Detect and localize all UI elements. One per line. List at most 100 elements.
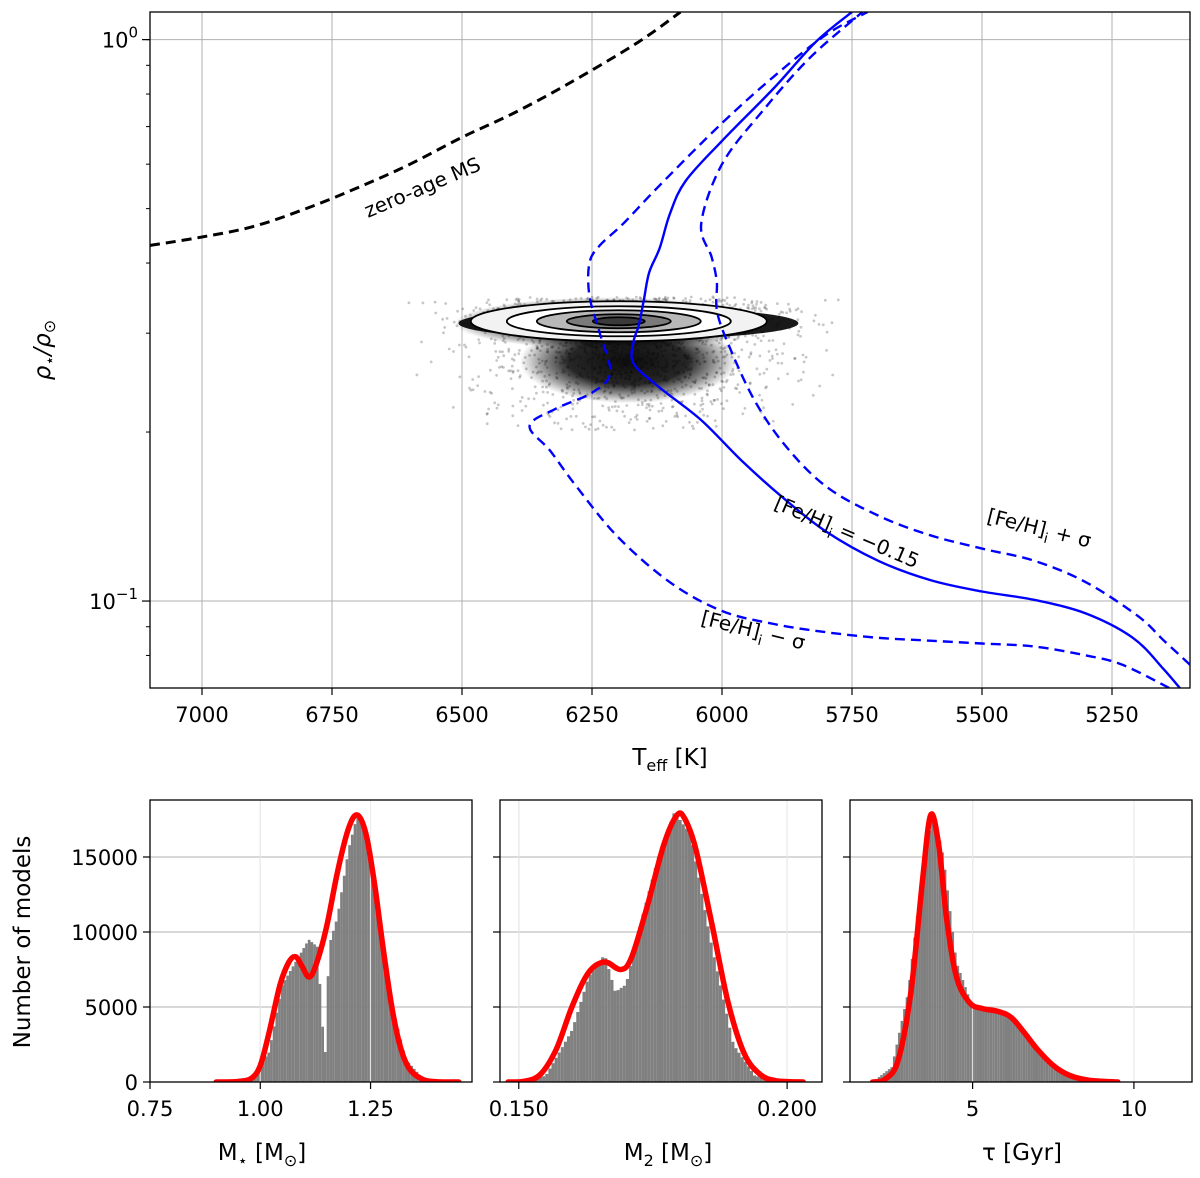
main-x-axis-label: Teff [K] bbox=[631, 745, 707, 775]
hist-bar bbox=[1073, 1078, 1077, 1082]
posterior-sample bbox=[511, 369, 515, 373]
posterior-sample bbox=[489, 368, 492, 372]
posterior-sample bbox=[488, 390, 492, 394]
posterior-sample bbox=[587, 427, 591, 431]
hist-bar bbox=[607, 969, 611, 1082]
hist-bar bbox=[323, 1052, 327, 1082]
hist-x-tick-label: 0.200 bbox=[757, 1097, 817, 1121]
hist-bar bbox=[725, 1013, 729, 1082]
posterior-sample bbox=[420, 340, 423, 344]
hist-bar bbox=[681, 824, 685, 1082]
hist-x-tick-label: 10 bbox=[1121, 1097, 1148, 1121]
hist-frame bbox=[149, 799, 473, 1083]
hist-bar bbox=[318, 983, 322, 1082]
posterior-sample bbox=[774, 348, 778, 352]
posterior-sample bbox=[451, 406, 455, 409]
posterior-sample bbox=[511, 387, 514, 391]
posterior-sample bbox=[779, 310, 783, 314]
posterior-sample bbox=[681, 400, 684, 403]
posterior-sample bbox=[429, 360, 433, 364]
posterior-sample bbox=[663, 295, 667, 299]
posterior-sample bbox=[621, 410, 625, 413]
posterior-sample bbox=[716, 398, 719, 401]
posterior-sample bbox=[794, 308, 798, 312]
hist-y-axis-label: Number of models bbox=[10, 836, 36, 1049]
hist-bar bbox=[994, 1011, 998, 1082]
posterior-sample bbox=[759, 309, 763, 313]
hist-bar bbox=[372, 887, 376, 1082]
posterior-sample bbox=[831, 373, 835, 377]
hist-bar bbox=[650, 879, 654, 1082]
posterior-sample bbox=[729, 341, 733, 345]
posterior-sample bbox=[615, 409, 619, 413]
posterior-sample bbox=[581, 422, 585, 425]
posterior-sample bbox=[814, 313, 817, 317]
hist-bar bbox=[337, 908, 341, 1082]
posterior-sample bbox=[753, 309, 757, 312]
posterior-sample bbox=[719, 299, 723, 303]
posterior-sample bbox=[635, 418, 639, 421]
hist-bar bbox=[718, 985, 722, 1082]
hist-bar bbox=[989, 1010, 993, 1082]
posterior-sample bbox=[524, 404, 528, 408]
hist-bar bbox=[585, 981, 589, 1082]
hist-bar bbox=[753, 1075, 757, 1082]
hist-bar bbox=[264, 1056, 268, 1082]
hist-bar bbox=[728, 1027, 732, 1082]
posterior-sample bbox=[510, 357, 514, 361]
hist-bar bbox=[613, 990, 617, 1082]
hist-age-x-label: τ [Gyr] bbox=[982, 1140, 1062, 1166]
posterior-sample bbox=[576, 401, 579, 405]
posterior-sample bbox=[421, 301, 425, 305]
posterior-sample bbox=[625, 404, 629, 407]
posterior-sample bbox=[463, 343, 466, 347]
hist-panel-m2: 0.150 0.200 bbox=[489, 799, 823, 1121]
posterior-sample bbox=[796, 307, 800, 310]
posterior-sample bbox=[493, 401, 497, 405]
posterior-sample bbox=[445, 317, 449, 320]
posterior-sample bbox=[771, 357, 774, 360]
hist-bar bbox=[703, 910, 707, 1082]
posterior-sample bbox=[749, 351, 753, 355]
hist-bar bbox=[364, 833, 368, 1082]
posterior-sample bbox=[596, 427, 600, 431]
hist-bar bbox=[715, 971, 719, 1082]
hist-bar bbox=[743, 1061, 747, 1082]
hist-bar bbox=[297, 957, 300, 1082]
x-tick-label: 5750 bbox=[825, 703, 878, 727]
posterior-sample bbox=[768, 359, 772, 362]
posterior-sample bbox=[675, 411, 679, 415]
posterior-sample bbox=[589, 423, 592, 426]
posterior-sample bbox=[571, 402, 574, 406]
hist-bar bbox=[941, 852, 944, 1082]
series-line-2 bbox=[699, 12, 1190, 666]
hist-bar bbox=[905, 997, 909, 1082]
hist-bar bbox=[588, 974, 592, 1082]
posterior-sample bbox=[713, 419, 717, 422]
posterior-sample bbox=[723, 299, 727, 302]
posterior-sample bbox=[673, 415, 677, 418]
posterior-sample bbox=[782, 342, 786, 346]
posterior-sample bbox=[471, 378, 475, 381]
posterior-sample bbox=[755, 300, 759, 303]
posterior-sample bbox=[672, 297, 676, 300]
posterior-sample bbox=[797, 379, 800, 383]
posterior-sample bbox=[623, 414, 626, 418]
hist-bar bbox=[545, 1073, 549, 1082]
posterior-sample bbox=[748, 381, 752, 385]
hist-bar bbox=[712, 957, 716, 1082]
hist-bar bbox=[573, 1022, 577, 1082]
hist-bar bbox=[380, 940, 384, 1082]
hist-plot-area bbox=[500, 800, 822, 1082]
posterior-sample bbox=[640, 403, 644, 406]
posterior-sample bbox=[759, 301, 763, 304]
x-tick-label: 5250 bbox=[1085, 703, 1138, 727]
posterior-sample bbox=[494, 350, 498, 353]
posterior-sample bbox=[802, 370, 805, 374]
posterior-sample bbox=[793, 357, 796, 360]
hist-bar bbox=[619, 987, 623, 1082]
posterior-sample bbox=[651, 404, 654, 408]
hist-bar bbox=[948, 911, 952, 1082]
posterior-sample bbox=[502, 366, 505, 369]
posterior-sample bbox=[664, 420, 668, 423]
